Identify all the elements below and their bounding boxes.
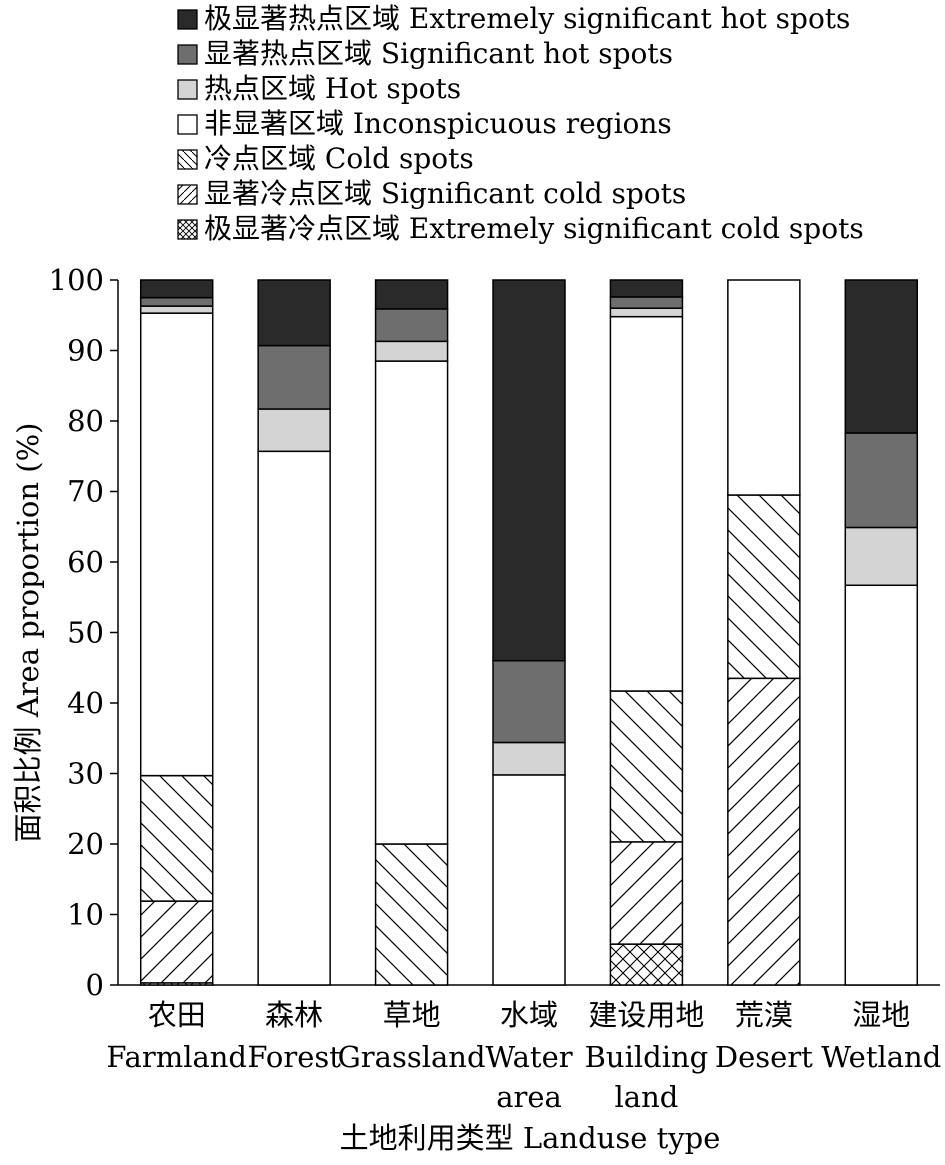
bar-segment: [609, 943, 684, 986]
bar-segment: [492, 279, 566, 662]
legend-swatch: [177, 219, 198, 240]
bar-segment: [609, 307, 684, 318]
x-tick-label-zh: 农田: [148, 998, 206, 1032]
bar-segment: [139, 900, 214, 984]
y-tick-label: 20: [67, 827, 104, 861]
legend-label: 显著热点区域 Significant hot spots: [204, 37, 673, 70]
y-tick-label: 0: [86, 968, 104, 1002]
bar-segment: [727, 677, 801, 986]
legend-swatch: [177, 149, 198, 170]
legend-label: 极显著冷点区域 Extremely significant cold spots: [204, 212, 864, 245]
bar-segment: [257, 279, 331, 347]
x-tick-label-en: Desert: [715, 1040, 813, 1074]
bar-segment: [139, 774, 214, 902]
x-tick-label-zh: 草地: [383, 998, 441, 1032]
bar-segment: [492, 774, 566, 986]
bar-segment: [609, 279, 684, 298]
bar-segment: [727, 279, 801, 496]
x-tick-label-en: land: [615, 1080, 679, 1114]
bar-segment: [492, 659, 566, 744]
bar-segment: [139, 296, 214, 307]
y-tick-label: 40: [67, 686, 104, 720]
legend-swatch: [177, 184, 198, 205]
bars: [139, 279, 919, 986]
bar-segment: [609, 296, 684, 309]
bar-segment: [844, 279, 919, 434]
bar-segment: [844, 432, 919, 529]
bar-segment: [257, 408, 331, 453]
bar-segment: [374, 279, 449, 310]
x-tick-label-en: Grassland: [338, 1040, 486, 1074]
y-tick-label: 60: [67, 545, 104, 579]
x-tick-label-zh: 湿地: [852, 998, 910, 1032]
legend: 极显著热点区域 Extremely significant hot spots显…: [177, 2, 864, 245]
legend-swatch: [177, 44, 198, 65]
legend-label: 热点区域 Hot spots: [204, 72, 461, 105]
x-tick-label-zh: 森林: [265, 998, 323, 1032]
y-axis-title: 面积比例 Area proportion (%): [11, 423, 45, 843]
bar-segment: [374, 843, 449, 986]
y-tick-label: 70: [67, 475, 104, 509]
bar-segment: [844, 526, 919, 587]
legend-label: 非显著区域 Inconspicuous regions: [204, 107, 672, 140]
y-tick-label: 90: [67, 334, 104, 368]
legend-label: 极显著热点区域 Extremely significant hot spots: [204, 2, 850, 35]
legend-swatch: [177, 79, 198, 100]
bar-segment: [609, 315, 684, 692]
legend-swatch: [177, 114, 198, 135]
x-tick-label-en: Wetland: [821, 1040, 941, 1074]
x-tick-label-zh: 水域: [500, 998, 558, 1032]
y-tick-label: 30: [67, 757, 104, 791]
bar-segment: [492, 741, 566, 776]
y-tick-label: 50: [67, 616, 104, 650]
x-tick-label-en: Farmland: [106, 1040, 247, 1074]
bar-segment: [374, 360, 449, 845]
legend-label: 冷点区域 Cold spots: [204, 142, 474, 175]
bar-segment: [139, 312, 214, 777]
bar-segment: [139, 305, 214, 314]
legend-label: 显著冷点区域 Significant cold spots: [204, 177, 686, 210]
bar-segment: [609, 690, 684, 843]
x-tick-label-zh: 建设用地: [588, 998, 704, 1032]
bar-segment: [844, 584, 919, 986]
bar-segment: [609, 841, 684, 945]
axis-labels: 0 10 20 30 40 50 60 70 80 90 100 农田 Farmland 森林 Forest…: [11, 263, 941, 1155]
bar-segment: [257, 344, 331, 410]
x-tick-label-en: Forest: [247, 1040, 341, 1074]
legend-swatch: [177, 9, 198, 30]
y-tick-label: 10: [67, 898, 104, 932]
x-tick-label-en: area: [496, 1080, 562, 1114]
bar-segment: [257, 450, 331, 986]
x-axis-title: 土地利用类型 Landuse type: [340, 1121, 721, 1155]
y-tick-label: 100: [49, 263, 104, 297]
x-tick-label-en: Building: [585, 1040, 709, 1074]
bar-segment: [727, 494, 801, 680]
bar-segment: [374, 308, 449, 343]
bar-segment: [374, 340, 449, 362]
y-tick-label: 80: [67, 404, 104, 438]
x-tick-label-zh: 荒漠: [735, 998, 793, 1032]
x-tick-label-en: Water: [485, 1040, 572, 1074]
bar-segment: [139, 279, 214, 299]
